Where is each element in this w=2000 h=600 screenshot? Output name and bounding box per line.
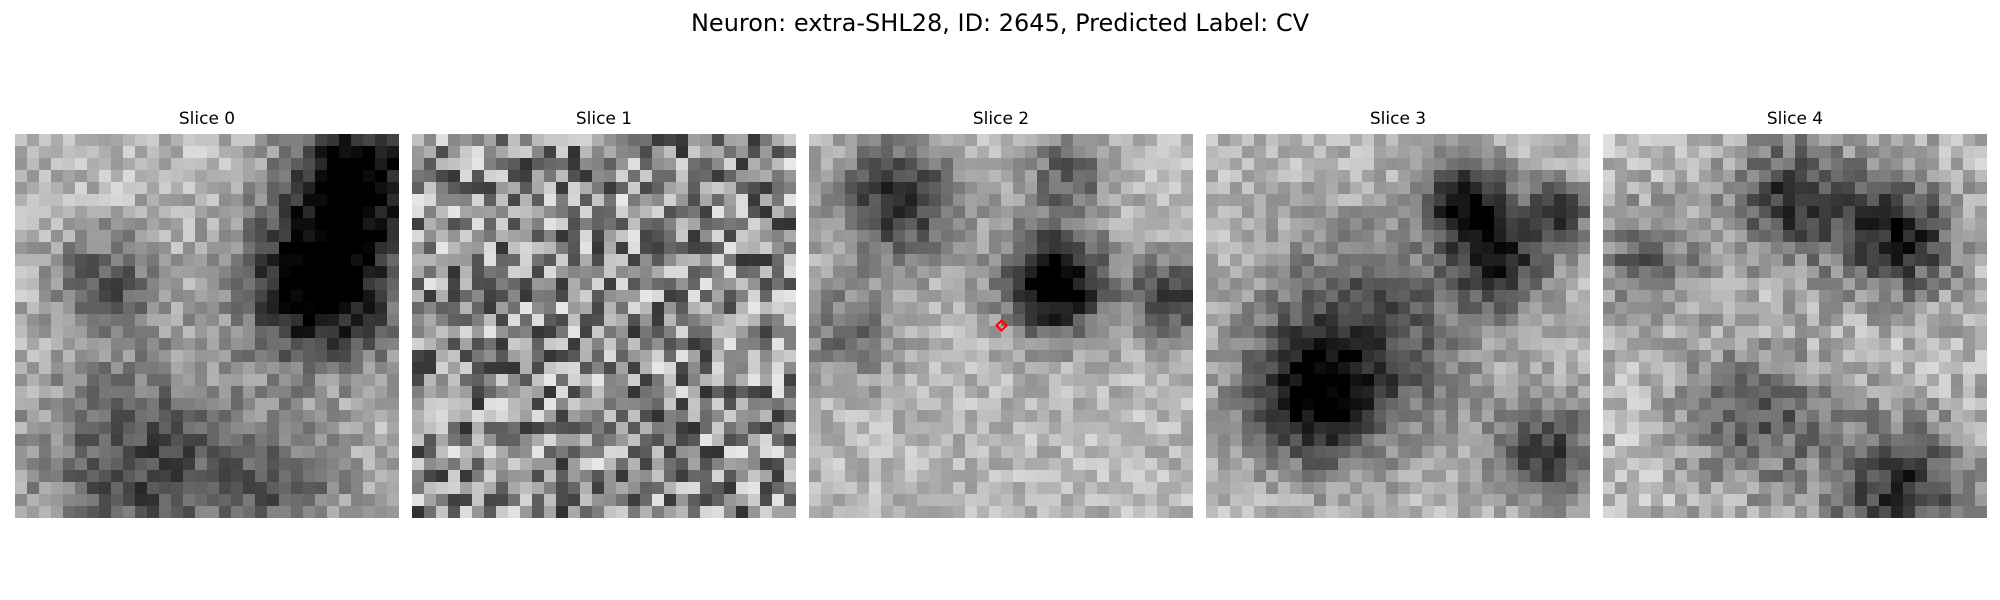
slice-title-4: Slice 4 [1766, 109, 1824, 129]
slice-panel-0: Slice 0 [15, 108, 399, 518]
slice-title-2: Slice 2 [972, 109, 1030, 129]
slice-panel-2: Slice 2 [809, 108, 1193, 518]
slice-panel-4: Slice 4 [1603, 108, 1987, 518]
slice-image-0 [15, 134, 399, 518]
slice-image-3 [1206, 134, 1590, 518]
slice-panel-1: Slice 1 [412, 108, 796, 518]
slice-title-3: Slice 3 [1369, 109, 1427, 129]
slice-panel-3: Slice 3 [1206, 108, 1590, 518]
slice-image-1 [412, 134, 796, 518]
slice-image-2 [809, 134, 1193, 518]
slice-title-1: Slice 1 [575, 109, 633, 129]
figure-title: Neuron: extra-SHL28, ID: 2645, Predicted… [690, 9, 1310, 37]
slice-title-0: Slice 0 [178, 109, 236, 129]
slice-image-4 [1603, 134, 1987, 518]
